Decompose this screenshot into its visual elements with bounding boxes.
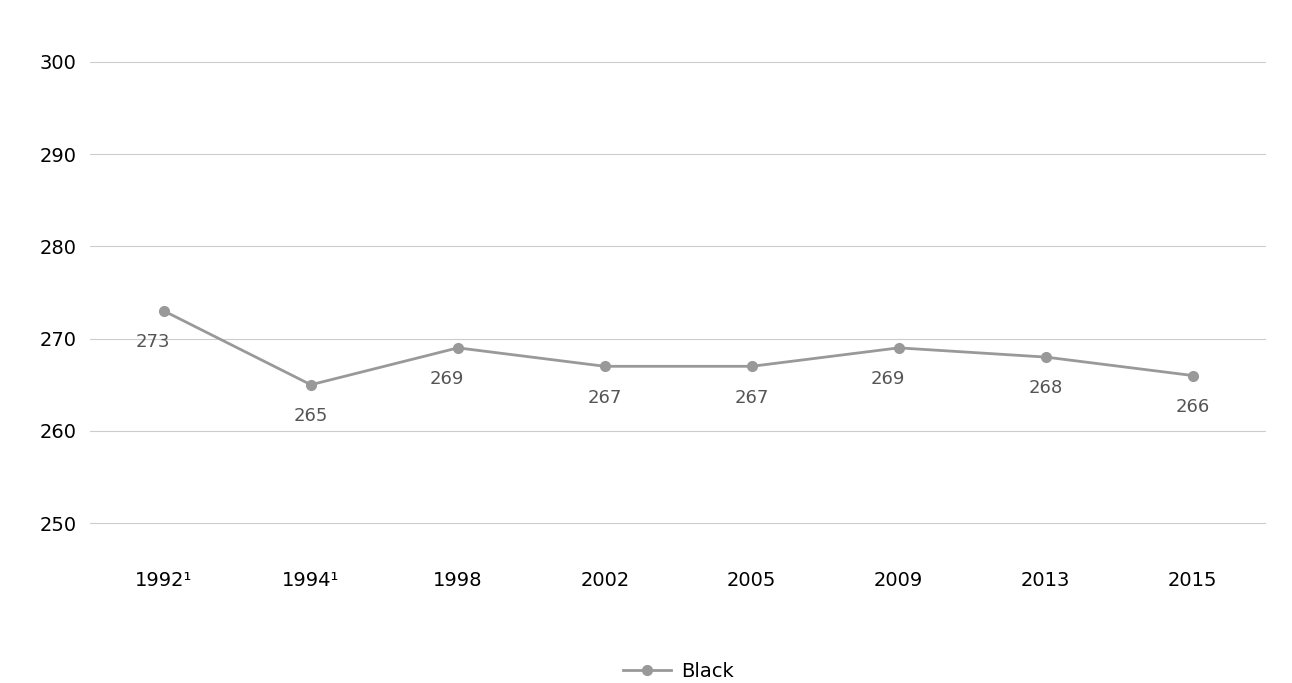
Legend: Black: Black bbox=[615, 654, 742, 683]
Black bbox=[304, 380, 319, 389]
Text: 269: 269 bbox=[429, 370, 464, 388]
Text: 267: 267 bbox=[735, 389, 769, 406]
Black bbox=[891, 344, 907, 352]
Black bbox=[597, 362, 612, 370]
Text: 269: 269 bbox=[871, 370, 904, 388]
Text: 267: 267 bbox=[588, 389, 621, 406]
Black bbox=[450, 344, 465, 352]
Text: 268: 268 bbox=[1028, 379, 1063, 398]
Text: 265: 265 bbox=[293, 407, 328, 425]
Text: 273: 273 bbox=[136, 333, 171, 351]
Black bbox=[1037, 353, 1053, 361]
Black bbox=[156, 307, 172, 315]
Line: Black: Black bbox=[159, 306, 1198, 389]
Black bbox=[744, 362, 760, 370]
Black bbox=[1185, 372, 1200, 380]
Text: 266: 266 bbox=[1176, 398, 1209, 416]
